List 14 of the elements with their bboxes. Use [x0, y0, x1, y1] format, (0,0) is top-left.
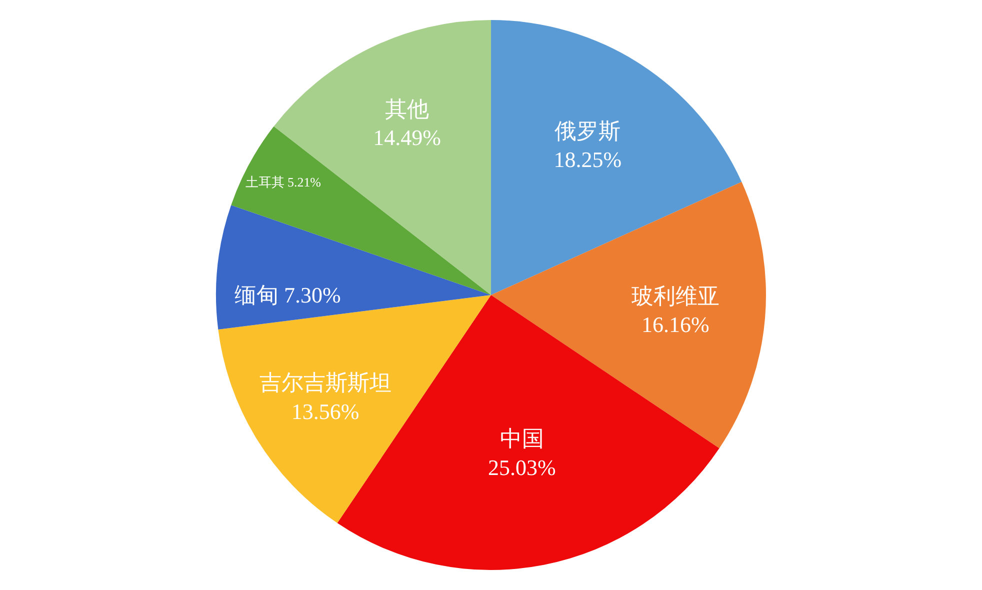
data-label: 13.56% [291, 398, 360, 424]
pie-slice [216, 205, 491, 330]
slice-label: 土耳其 5.21% [245, 174, 322, 190]
slice-label: 吉尔吉斯斯坦 [259, 370, 392, 396]
slice-label: 缅甸 7.30% [234, 282, 341, 308]
slice-label: 其他 [385, 96, 430, 122]
slice-label: 玻利维亚 [631, 284, 720, 309]
data-label: 25.03% [488, 454, 556, 480]
data-label: 16.16% [641, 312, 710, 338]
slice-label: 俄罗斯 [554, 118, 621, 144]
slice-label: 中国 [500, 426, 544, 452]
pie-slice [491, 182, 766, 448]
data-label: 18.25% [554, 147, 622, 172]
data-label: 14.49% [373, 125, 441, 150]
